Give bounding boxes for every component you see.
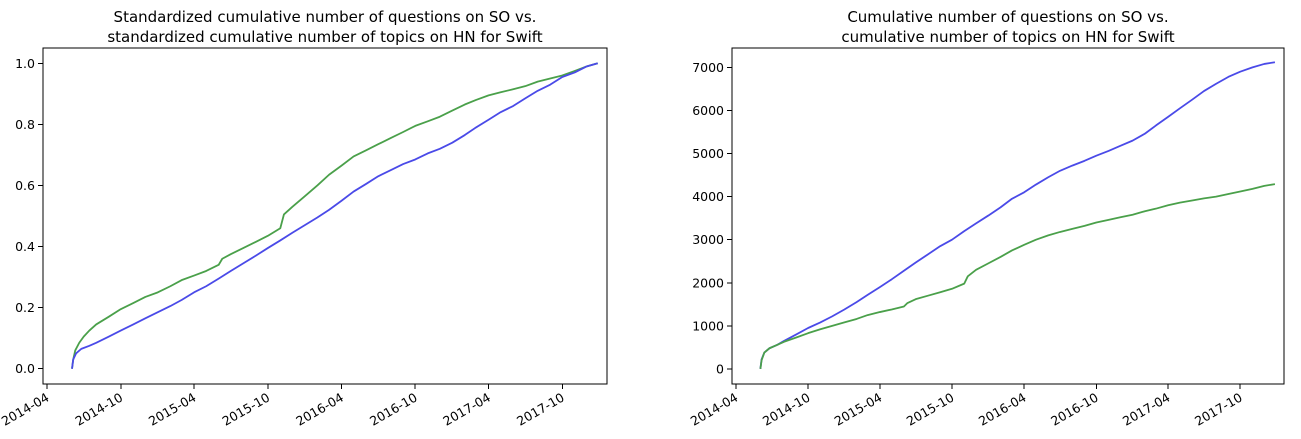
plot-frame xyxy=(731,47,1285,385)
y-tick-label: 4000 xyxy=(692,189,724,204)
y-tick-label: 0.8 xyxy=(15,117,35,132)
y-tick-label: 7000 xyxy=(692,60,724,75)
y-tick-label: 0 xyxy=(716,361,724,376)
series-line xyxy=(71,62,598,369)
x-tick-label: 2014-10 xyxy=(73,390,126,429)
x-tick-label: 2015-10 xyxy=(904,390,957,429)
y-tick-label: 0.2 xyxy=(15,300,35,315)
chart-title-line: Standardized cumulative number of questi… xyxy=(114,8,537,26)
chart-title-line: Cumulative number of questions on SO vs. xyxy=(847,8,1168,26)
x-tick-label: 2016-04 xyxy=(293,390,346,429)
x-tick-label: 2015-04 xyxy=(832,390,885,429)
y-tick-label: 0.4 xyxy=(15,239,35,254)
x-tick-label: 2017-04 xyxy=(440,390,493,429)
x-tick-label: 2014-04 xyxy=(688,390,741,429)
y-tick-label: 5000 xyxy=(692,146,724,161)
x-tick-label: 2017-10 xyxy=(514,390,567,429)
y-tick-label: 1000 xyxy=(692,318,724,333)
plot-frame xyxy=(42,47,608,385)
y-tick-label: 6000 xyxy=(692,103,724,118)
chart-title-line: cumulative number of topics on HN for Sw… xyxy=(841,28,1174,46)
series-line xyxy=(759,61,1276,370)
y-tick-label: 3000 xyxy=(692,232,724,247)
x-tick-label: 2016-10 xyxy=(1048,390,1101,429)
y-tick-label: 0.6 xyxy=(15,178,35,193)
series-line xyxy=(71,62,598,369)
x-tick-label: 2015-04 xyxy=(146,390,199,429)
series-line xyxy=(759,183,1276,370)
x-tick-label: 2014-04 xyxy=(0,390,52,429)
chart-standardized: Standardized cumulative number of questi… xyxy=(0,8,608,429)
x-tick-label: 2016-04 xyxy=(976,390,1029,429)
x-tick-label: 2017-10 xyxy=(1192,390,1245,429)
x-tick-label: 2014-10 xyxy=(760,390,813,429)
chart-title-line: standardized cumulative number of topics… xyxy=(107,28,542,46)
y-tick-label: 1.0 xyxy=(15,56,35,71)
x-tick-label: 2015-10 xyxy=(220,390,273,429)
x-tick-label: 2016-10 xyxy=(367,390,420,429)
x-tick-label: 2017-04 xyxy=(1120,390,1173,429)
y-tick-label: 0.0 xyxy=(15,361,35,376)
chart-cumulative: Cumulative number of questions on SO vs.… xyxy=(688,8,1285,429)
y-tick-label: 2000 xyxy=(692,275,724,290)
